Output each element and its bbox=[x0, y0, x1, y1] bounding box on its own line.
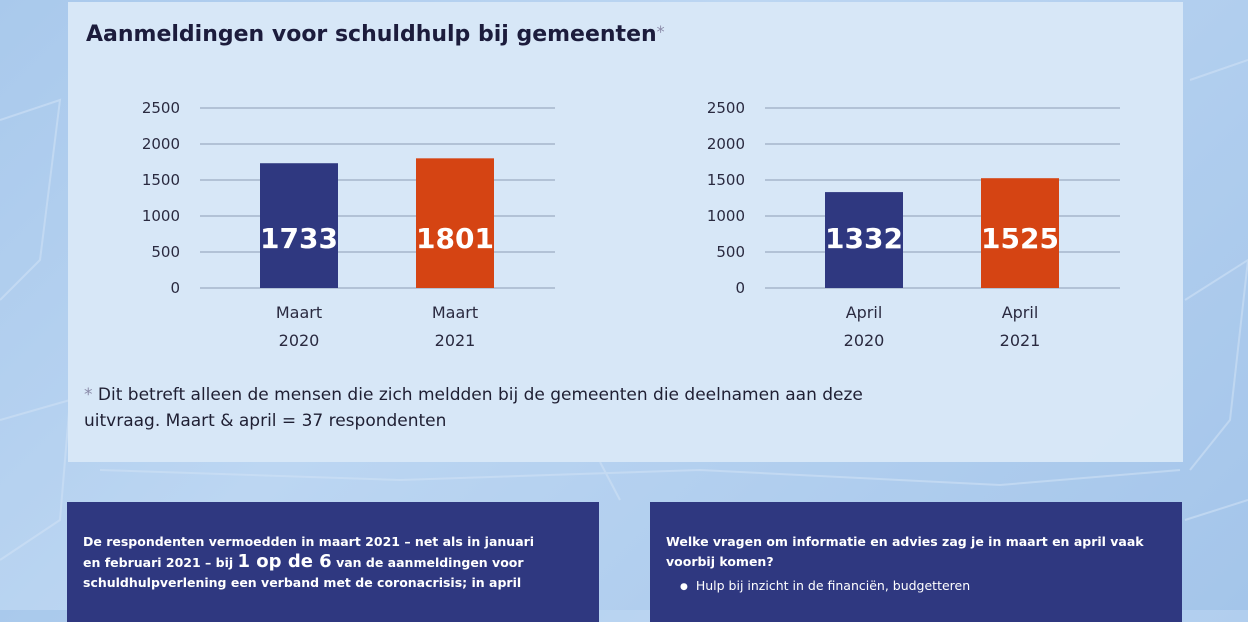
x-tick-label: April bbox=[846, 303, 883, 322]
question-line-2: voorbij komen? bbox=[666, 554, 774, 569]
y-tick-label: 2500 bbox=[707, 99, 745, 117]
y-tick-label: 2500 bbox=[142, 99, 180, 117]
bar-chart-march: 0 500 1000 1500 2000 2500 1733 Maart 2020 1801 Maa… bbox=[90, 88, 650, 368]
x-tick-label: 2020 bbox=[844, 331, 885, 350]
info-box-questions: Welke vragen om informatie en advies zag… bbox=[650, 502, 1182, 622]
y-tick-label: 1000 bbox=[707, 207, 745, 225]
y-tick-label: 0 bbox=[735, 279, 745, 297]
x-tick-label: Maart bbox=[432, 303, 478, 322]
footnote: * Dit betreft alleen de mensen die zich … bbox=[84, 382, 1034, 434]
info-box-line-3: schuldhulpverlening een verband met de c… bbox=[83, 575, 522, 590]
chart-title-text: Aanmeldingen voor schuldhulp bij gemeent… bbox=[86, 22, 657, 47]
title-footnote-marker: * bbox=[656, 22, 665, 41]
info-box-line-2: en februari 2021 – bij 1 op de 6 van de … bbox=[83, 552, 583, 573]
bar-data-label: 1332 bbox=[825, 222, 903, 255]
bar-chart-april-svg: 0 500 1000 1500 2000 2500 1332 April 2020 1525 Apr… bbox=[707, 99, 1120, 350]
info-box-line-2-post: van de aanmeldingen voor bbox=[331, 555, 524, 570]
bar bbox=[416, 158, 494, 288]
y-tick-label: 1500 bbox=[142, 171, 180, 189]
chart-title: Aanmeldingen voor schuldhulp bij gemeent… bbox=[86, 22, 665, 47]
footnote-line-1: * Dit betreft alleen de mensen die zich … bbox=[84, 382, 1034, 408]
bar-chart-march-svg: 0 500 1000 1500 2000 2500 1733 Maart 2020 1801 Maa… bbox=[142, 99, 555, 350]
y-tick-label: 1500 bbox=[707, 171, 745, 189]
x-tick-label: 2021 bbox=[1000, 331, 1041, 350]
question-list: Hulp bij inzicht in de financiën, budget… bbox=[666, 576, 1166, 597]
y-tick-label: 2000 bbox=[707, 135, 745, 153]
footnote-marker: * bbox=[84, 385, 93, 405]
y-tick-label: 500 bbox=[151, 243, 180, 261]
bar-chart-april: 0 500 1000 1500 2000 2500 1332 April 2020 1525 Apr… bbox=[655, 88, 1215, 368]
highlight-ratio: 1 op de 6 bbox=[237, 551, 332, 572]
bar bbox=[981, 178, 1059, 288]
x-tick-label: 2021 bbox=[435, 331, 476, 350]
y-tick-label: 0 bbox=[170, 279, 180, 297]
info-box-line-2-pre: en februari 2021 – bij bbox=[83, 555, 238, 570]
y-tick-label: 500 bbox=[716, 243, 745, 261]
y-tick-label: 1000 bbox=[142, 207, 180, 225]
footnote-line-2: uitvraag. Maart & april = 37 respondente… bbox=[84, 411, 447, 431]
x-tick-label: April bbox=[1002, 303, 1039, 322]
bar bbox=[825, 192, 903, 288]
bar-data-label: 1525 bbox=[981, 222, 1059, 255]
info-box-line-1: De respondenten vermoedden in maart 2021… bbox=[83, 534, 535, 549]
footnote-text-1: Dit betreft alleen de mensen die zich me… bbox=[97, 385, 863, 405]
bar-data-label: 1733 bbox=[260, 222, 338, 255]
bar bbox=[260, 163, 338, 288]
x-tick-label: 2020 bbox=[279, 331, 320, 350]
info-box-respondents: De respondenten vermoedden in maart 2021… bbox=[67, 502, 599, 622]
x-tick-label: Maart bbox=[276, 303, 322, 322]
question-list-item: Hulp bij inzicht in de financiën, budget… bbox=[680, 576, 1166, 597]
bar-data-label: 1801 bbox=[416, 222, 494, 255]
y-tick-label: 2000 bbox=[142, 135, 180, 153]
question-line-1: Welke vragen om informatie en advies zag… bbox=[666, 534, 1144, 549]
